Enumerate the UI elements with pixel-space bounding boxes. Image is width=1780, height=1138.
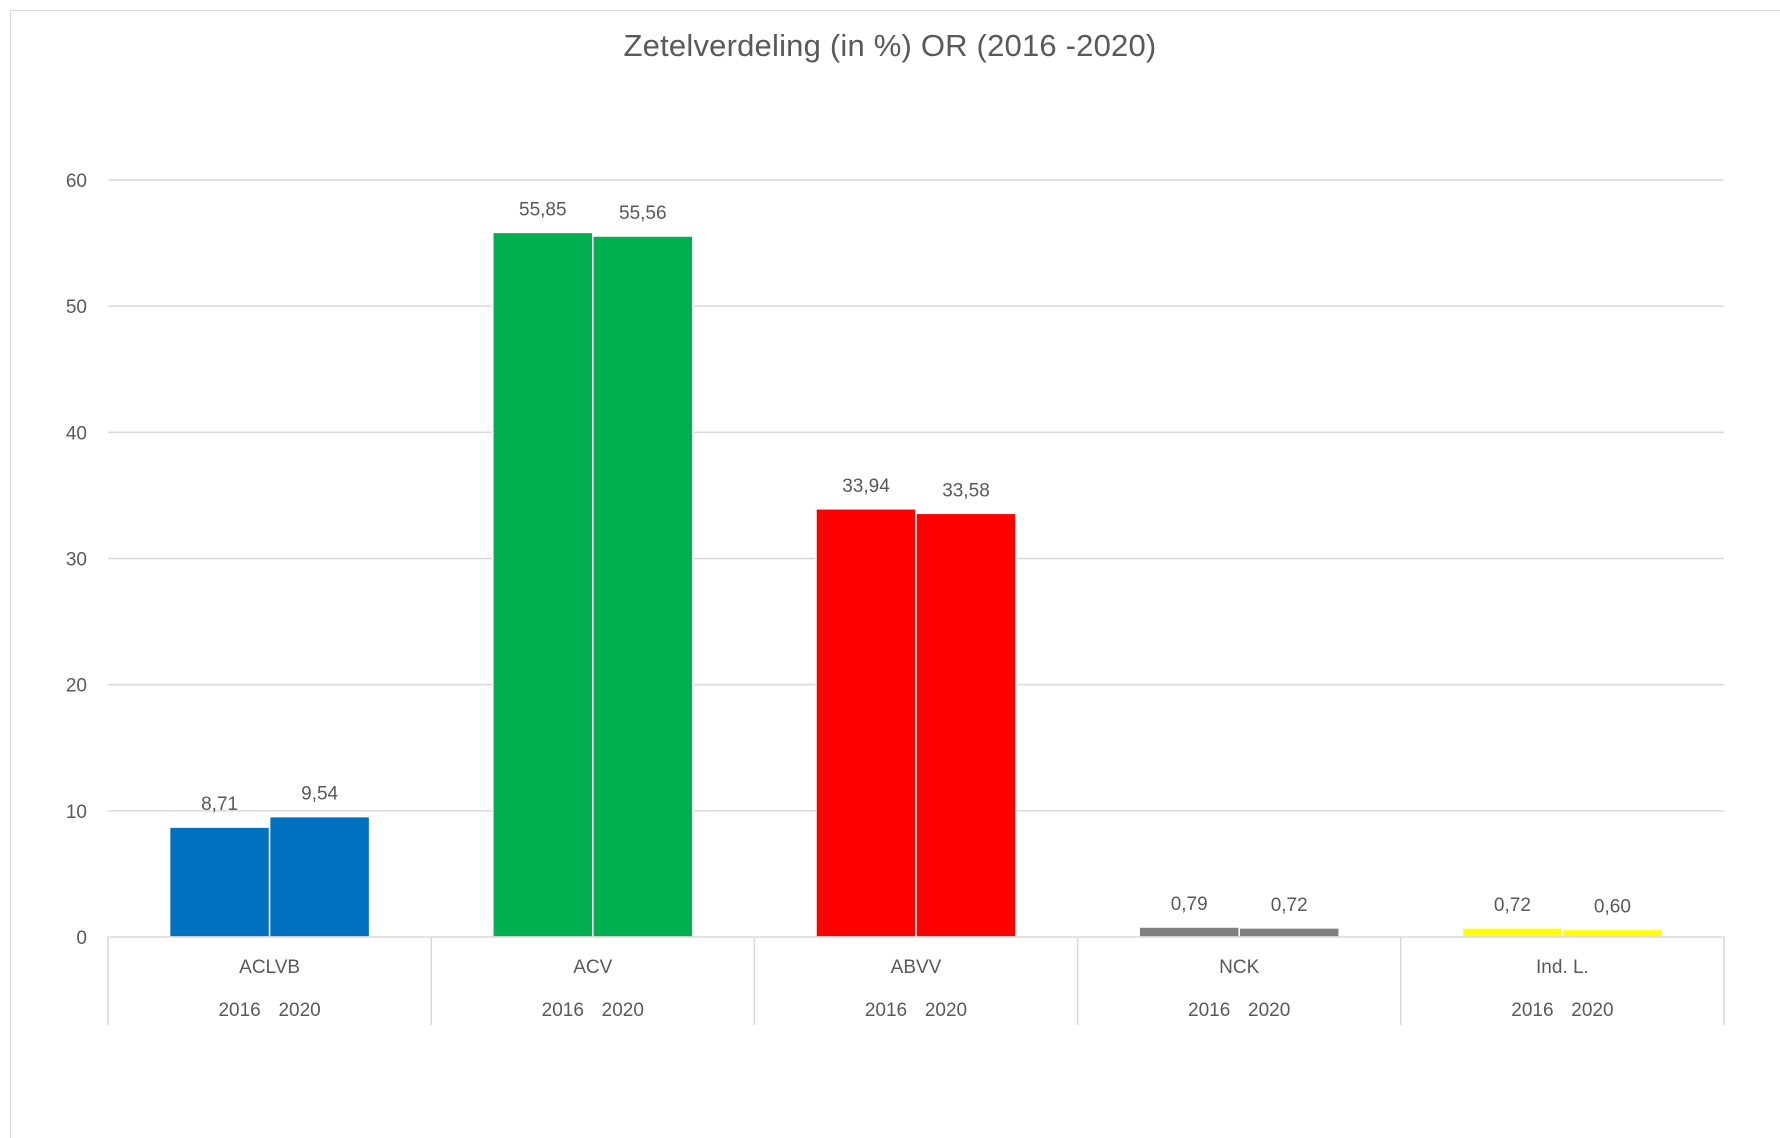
bar-abvv-2020 (915, 512, 1017, 938)
category-label: ACLVB (239, 957, 300, 978)
sub-category-label: 2020 (278, 1000, 320, 1021)
data-label: 33,58 (942, 480, 990, 501)
bar-aclvb-2020 (268, 815, 371, 938)
sub-category-label: 2016 (542, 1000, 584, 1021)
sub-category-label: 2020 (925, 1000, 967, 1021)
data-label: 9,54 (301, 784, 338, 805)
y-tick-label: 40 (66, 423, 87, 444)
data-label: 55,85 (519, 199, 567, 220)
sub-category-label: 2016 (1188, 1000, 1230, 1021)
sub-category-label: 2016 (1511, 1000, 1553, 1021)
bars (168, 231, 1664, 938)
sub-category-label: 2020 (1248, 1000, 1290, 1021)
bar-nck-2016 (1138, 926, 1240, 938)
bar-aclvb-2016 (168, 826, 271, 938)
data-labels: 8,71 9,54 55,85 55,56 33,94 33,58 0,79 0,72 0,72… (201, 199, 1631, 917)
data-label: 8,71 (201, 794, 238, 815)
category-label: NCK (1219, 957, 1259, 978)
bar-acv-2020 (592, 235, 694, 938)
bar-nck-2020 (1238, 927, 1340, 938)
y-tick-label: 60 (66, 171, 87, 192)
sub-category-label: 2020 (602, 1000, 644, 1021)
y-tick-label: 30 (66, 550, 87, 571)
bar-ind-l--2020 (1561, 928, 1664, 938)
sub-category-label: 2016 (218, 1000, 260, 1021)
bar-acv-2016 (492, 231, 594, 938)
data-label: 0,60 (1594, 896, 1631, 917)
category-label: ACV (573, 957, 612, 978)
x-axis: ACLVB 2016 2020 ACV 2016 2020 ABVV 2016 2020 NCK 2… (107, 936, 1725, 1025)
chart-title: Zetelverdeling (in %) OR (2016 -2020) (623, 28, 1157, 63)
sub-category-label: 2016 (865, 1000, 907, 1021)
data-label: 55,56 (619, 203, 667, 224)
chart-frame (10, 10, 1780, 1138)
bar-abvv-2016 (815, 508, 917, 938)
data-label: 33,94 (842, 476, 890, 497)
data-label: 0,72 (1271, 895, 1308, 916)
y-axis-ticks: 0 10 20 30 40 50 60 (66, 171, 87, 949)
y-tick-label: 50 (66, 297, 87, 318)
data-label: 0,79 (1171, 894, 1208, 915)
y-tick-label: 10 (66, 802, 87, 823)
sub-category-label: 2020 (1571, 1000, 1613, 1021)
y-tick-label: 0 (76, 928, 87, 949)
data-label: 0,72 (1494, 895, 1531, 916)
category-label: Ind. L. (1536, 957, 1589, 978)
bar-ind-l--2016 (1461, 927, 1564, 938)
category-label: ABVV (891, 957, 942, 978)
y-tick-label: 20 (66, 676, 87, 697)
